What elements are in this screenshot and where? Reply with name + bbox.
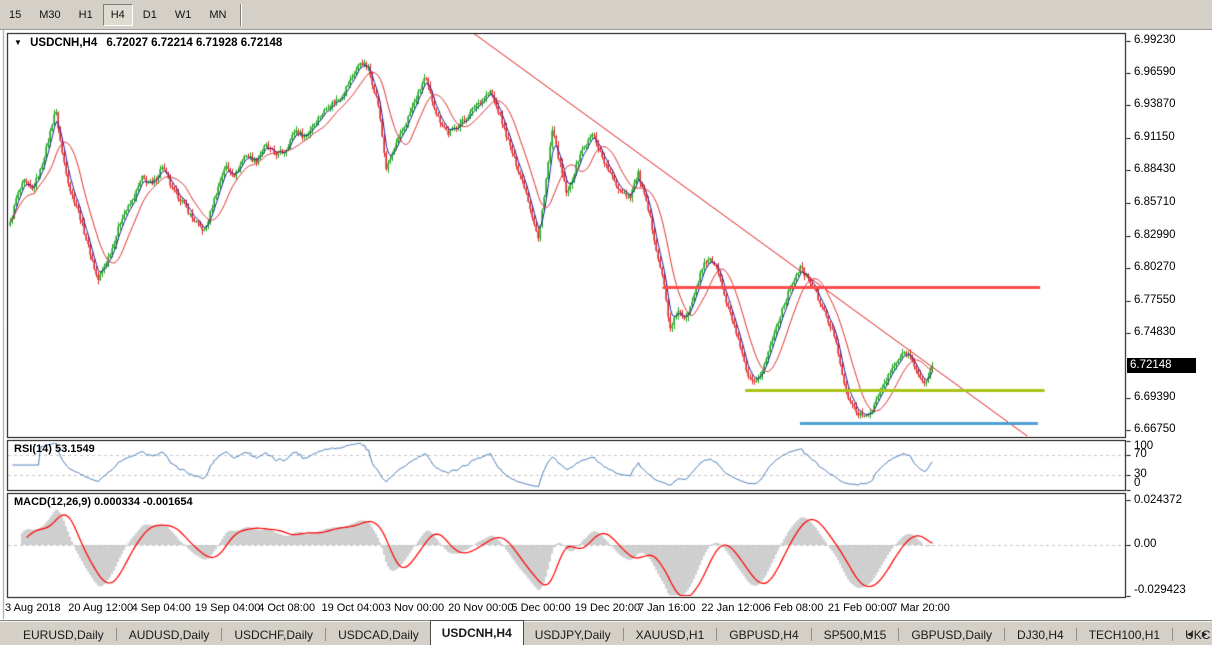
timeframe-button-15[interactable]: 15 [9, 8, 22, 21]
tab-gbpusd-daily[interactable]: GBPUSD,Daily [911, 628, 993, 642]
toolbar-separator [240, 3, 243, 26]
tab-scroll-right-icon[interactable]: ► [1200, 629, 1209, 639]
tab-separator [716, 628, 718, 641]
tab-usdcad-daily[interactable]: USDCAD,Daily [338, 628, 419, 642]
tab-separator [1172, 628, 1174, 641]
tab-scroll-buttons: ◄ ► [1185, 628, 1209, 640]
tab-separator [115, 628, 117, 641]
timeframe-toolbar: 15 M30 H1 H4 D1 W1 MN [0, 0, 1212, 30]
tab-xauusd-h1[interactable]: XAUUSD,H1 [635, 628, 705, 642]
tab-sp500-m15[interactable]: SP500,M15 [823, 628, 887, 642]
tab-separator [810, 628, 812, 641]
tab-usdchf-daily[interactable]: USDCHF,Daily [234, 628, 314, 642]
tab-gbpusd-h4[interactable]: GBPUSD,H4 [729, 628, 799, 642]
tab-separator [622, 628, 624, 641]
timeframe-button-w1[interactable]: W1 [174, 8, 192, 21]
tab-ukc[interactable]: UKC [1185, 628, 1211, 642]
timeframe-button-m30[interactable]: M30 [39, 8, 61, 21]
timeframe-button-h4[interactable]: H4 [102, 3, 133, 26]
tab-scroll-left-icon[interactable]: ◄ [1185, 629, 1195, 639]
tab-tech100-h1[interactable]: TECH100,H1 [1088, 628, 1161, 642]
tab-separator [221, 628, 223, 641]
chart-tabbar: EURUSD,Daily AUDUSD,Daily USDCHF,Daily USDC… [0, 620, 1212, 645]
tab-separator [1004, 628, 1006, 641]
timeframe-button-mn[interactable]: MN [209, 8, 227, 21]
tab-usdcnh-h4[interactable]: USDCNH,H4 [429, 620, 524, 645]
tab-separator [325, 628, 327, 641]
tab-audusd-daily[interactable]: AUDUSD,Daily [128, 628, 210, 642]
timeframe-button-h1[interactable]: H1 [78, 8, 93, 21]
tab-separator [898, 628, 900, 641]
tab-eurusd-daily[interactable]: EURUSD,Daily [23, 628, 104, 642]
tab-usdjpy-daily[interactable]: USDJPY,Daily [534, 628, 611, 642]
tab-dj30-h4[interactable]: DJ30,H4 [1017, 628, 1064, 642]
timeframe-buttons: 15 M30 H1 H4 D1 W1 MN [0, 3, 235, 26]
tab-items: EURUSD,Daily AUDUSD,Daily USDCHF,Daily USDC… [12, 620, 1212, 645]
timeframe-button-d1[interactable]: D1 [142, 8, 157, 21]
tab-separator [1075, 628, 1077, 641]
